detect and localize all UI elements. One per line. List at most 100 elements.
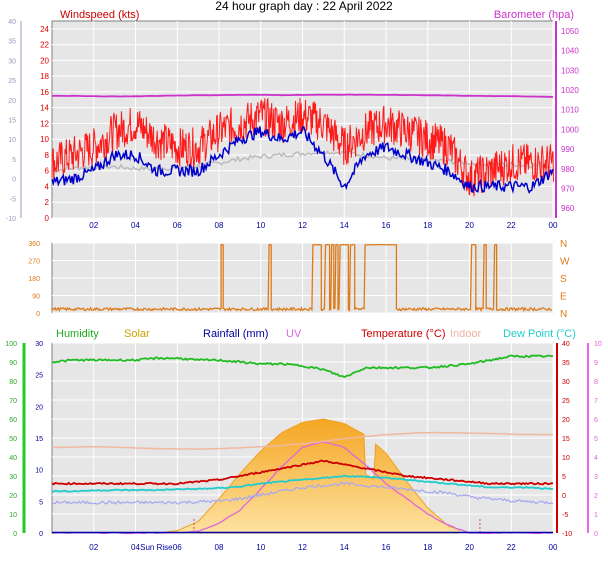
direction-y-tick: 90 [32, 294, 40, 301]
wind-outer-tick: 35 [8, 39, 16, 46]
wind-x-tick: 04 [131, 221, 140, 230]
sunrise-label: Sun Rise [140, 543, 173, 552]
uv-y-tick: 3 [594, 474, 598, 481]
wind-outer-tick: -10 [6, 216, 16, 223]
page-title: 24 hour graph day : 22 April 2022 [215, 0, 393, 13]
humidity-y-tick: 50 [9, 436, 17, 443]
rain-y-tick: 10 [35, 468, 43, 475]
direction-y-tick: 0 [36, 311, 40, 318]
baro-y-tick: 990 [561, 145, 575, 154]
temp-y-tick: 30 [562, 379, 570, 386]
uv-y-tick: 9 [594, 360, 598, 367]
dewpoint-line [52, 474, 553, 493]
wind-x-tick: 06 [173, 221, 182, 230]
uv-y-tick: 7 [594, 398, 598, 405]
barometer-line [51, 93, 554, 98]
wind-y-tick: 24 [40, 25, 49, 34]
rain-y-tick: 25 [35, 373, 43, 380]
baro-y-tick: 960 [561, 204, 575, 213]
rain-y-tick: 15 [35, 436, 43, 443]
wind-y-tick: 12 [40, 119, 49, 128]
baro-y-tick: 970 [561, 184, 575, 193]
temp-x-tick: 04 [131, 543, 140, 552]
wind-x-tick: 08 [215, 221, 224, 230]
wind-y-tick: 4 [45, 182, 50, 191]
indoor-line [51, 431, 553, 450]
legend-item: Humidity [56, 328, 99, 340]
rain-y-tick: 0 [39, 531, 43, 538]
wind-outer-tick: -5 [10, 196, 16, 203]
rain-lavender-line [51, 481, 554, 505]
humidity-line [51, 354, 553, 379]
temp-x-tick: 22 [507, 543, 516, 552]
humidity-y-tick: 10 [9, 512, 17, 519]
wind-y-tick: 22 [40, 41, 49, 50]
direction-compass-label: N [560, 309, 567, 320]
temp-y-tick: 10 [562, 455, 570, 462]
temp-x-tick: 10 [256, 543, 265, 552]
baro-y-tick: 1050 [561, 27, 579, 36]
wind-outer-tick: 0 [12, 177, 16, 184]
direction-y-tick: 360 [28, 241, 40, 248]
legend-item: Solar [124, 328, 150, 340]
direction-compass-label: W [560, 257, 570, 268]
wind-y-tick: 14 [40, 104, 49, 113]
temp-y-tick: -5 [562, 512, 568, 519]
temp-y-tick: 35 [562, 360, 570, 367]
uv-y-tick: 1 [594, 512, 598, 519]
legend-item: Indoor [450, 328, 482, 340]
temp-y-tick: -10 [562, 531, 572, 538]
wind-y-tick: 0 [45, 214, 50, 223]
humidity-y-tick: 80 [9, 379, 17, 386]
temperature-line [51, 459, 553, 486]
uv-y-tick: 0 [594, 531, 598, 538]
temp-x-tick: 20 [465, 543, 474, 552]
wind-x-tick: 20 [465, 221, 474, 230]
humidity-y-tick: 30 [9, 474, 17, 481]
temp-y-tick: 25 [562, 398, 570, 405]
wind-outer-tick: 25 [8, 78, 16, 85]
temp-x-tick: 00 [549, 543, 558, 552]
temp-x-tick: 16 [382, 543, 391, 552]
rain-y-tick: 5 [39, 499, 43, 506]
barometer-label: Barometer (hpa) [494, 9, 574, 21]
rain-y-tick: 30 [35, 341, 43, 348]
wind-x-tick: 10 [256, 221, 265, 230]
baro-y-tick: 980 [561, 165, 575, 174]
temp-y-tick: 0 [562, 493, 566, 500]
humidity-y-tick: 20 [9, 493, 17, 500]
wind-outer-tick: 20 [8, 98, 16, 105]
uv-y-tick: 10 [594, 341, 602, 348]
wind-gust-line [51, 97, 554, 197]
humidity-y-tick: 70 [9, 398, 17, 405]
wind-y-tick: 6 [45, 167, 50, 176]
temp-y-tick: 5 [562, 474, 566, 481]
direction-compass-label: N [560, 239, 567, 250]
baro-y-tick: 1000 [561, 125, 579, 134]
wind-y-tick: 2 [45, 198, 50, 207]
direction-y-tick: 270 [28, 259, 40, 266]
legend-item: Rainfall (mm) [203, 328, 268, 340]
wind-outer-tick: 5 [12, 157, 16, 164]
wind-x-tick: 16 [382, 221, 391, 230]
legend-item: Temperature (°C) [361, 328, 445, 340]
baro-y-tick: 1040 [561, 47, 579, 56]
temp-y-tick: 15 [562, 436, 570, 443]
uv-y-tick: 6 [594, 417, 598, 424]
wind-x-tick: 14 [340, 221, 349, 230]
wind-y-tick: 16 [40, 88, 49, 97]
direction-y-tick: 180 [28, 276, 40, 283]
wind-outer-tick: 30 [8, 58, 16, 65]
wind-y-tick: 8 [45, 151, 50, 160]
uv-y-tick: 4 [594, 455, 598, 462]
humidity-y-tick: 0 [13, 531, 17, 538]
legend-item: Dew Point (°C) [503, 328, 576, 340]
wind-x-tick: 12 [298, 221, 307, 230]
uv-y-tick: 8 [594, 379, 598, 386]
wind-grey-line [51, 149, 552, 173]
wind-outer-tick: 15 [8, 118, 16, 125]
temp-x-tick: 06 [173, 543, 182, 552]
wind-y-tick: 18 [40, 72, 49, 81]
